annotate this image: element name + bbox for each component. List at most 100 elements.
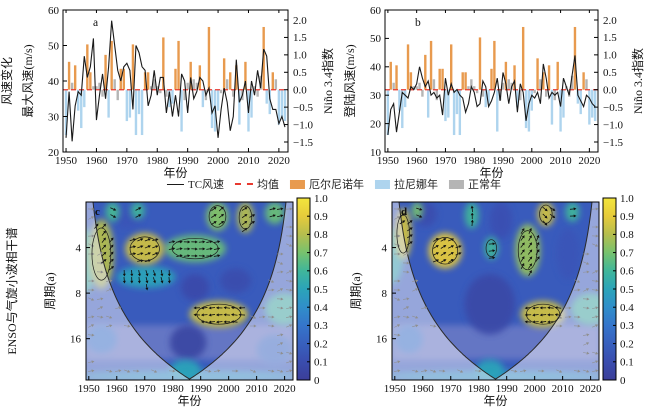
phase-arrows-outside-coi xyxy=(393,207,599,373)
svg-text:2020: 2020 xyxy=(578,155,601,167)
svg-text:−1.0: −1.0 xyxy=(603,119,623,131)
svg-text:−0.5: −0.5 xyxy=(293,102,313,114)
panel-letter: a xyxy=(93,17,98,29)
coi-curve xyxy=(92,202,287,380)
legend-item-normal: 正常年 xyxy=(449,176,501,192)
y-axis-outer-label: ENSO与气旋小波相干谱 xyxy=(4,227,19,354)
svg-text:16: 16 xyxy=(70,333,82,345)
legend-label: 正常年 xyxy=(468,179,502,191)
wavelet-heatmap xyxy=(86,202,293,380)
colorbar-tick: 0.2 xyxy=(620,338,634,350)
tc-wind-line xyxy=(65,20,286,142)
legend-label: 厄尔尼诺年 xyxy=(309,179,365,191)
panel-letter: b xyxy=(415,17,421,29)
x-axis-label: 年份 xyxy=(177,394,201,408)
svg-text:−1.5: −1.5 xyxy=(293,137,313,149)
svg-text:1950: 1950 xyxy=(377,155,400,167)
panel-c: 4 8 16 1950 1960 1970 1980 1990 2000 2010 2020 年份 周期… xyxy=(4,193,328,408)
svg-text:1970: 1970 xyxy=(116,155,139,167)
tc-wind-line-sample xyxy=(166,183,184,185)
svg-text:1960: 1960 xyxy=(406,155,429,167)
y-axis-label: 周期(a) xyxy=(349,272,363,309)
svg-text:1950: 1950 xyxy=(384,383,407,395)
svg-text:1990: 1990 xyxy=(177,155,200,167)
svg-text:2010: 2010 xyxy=(550,155,573,167)
svg-text:30: 30 xyxy=(370,90,382,102)
svg-text:1990: 1990 xyxy=(190,383,213,395)
svg-text:1980: 1980 xyxy=(468,383,491,395)
svg-text:10: 10 xyxy=(370,147,382,159)
svg-text:4: 4 xyxy=(382,242,388,254)
svg-text:2.0: 2.0 xyxy=(603,15,617,27)
svg-text:1990: 1990 xyxy=(492,155,515,167)
nino-bars xyxy=(64,26,287,136)
legend-item-lanina: 拉尼娜年 xyxy=(375,176,438,192)
panel-a: 20 30 40 50 60 2.0 1.5 1.0 0.5 0.0 −0.5 −1.0 −1.5 195… xyxy=(0,5,335,180)
legend-item-elnino: 厄尔尼诺年 xyxy=(290,176,364,192)
svg-text:40: 40 xyxy=(48,76,60,88)
colorbar-tick: 0.6 xyxy=(620,266,634,278)
svg-text:1.0: 1.0 xyxy=(603,50,617,62)
legend-label: 拉尼娜年 xyxy=(394,179,439,191)
svg-text:1.5: 1.5 xyxy=(603,32,617,44)
svg-text:8: 8 xyxy=(382,288,388,300)
svg-text:2020: 2020 xyxy=(274,383,297,395)
svg-text:1970: 1970 xyxy=(440,383,463,395)
y-axis-label-left: 登陆风速(m/s) xyxy=(342,44,357,117)
colorbar: 1.0 0.9 0.8 0.7 0.6 0.5 0.4 0.3 0.2 0.1 0 xyxy=(602,193,634,387)
svg-text:2000: 2000 xyxy=(524,383,547,395)
svg-text:1960: 1960 xyxy=(85,155,108,167)
svg-text:20: 20 xyxy=(370,118,382,130)
svg-text:40: 40 xyxy=(370,62,382,74)
colorbar: 1.0 0.9 0.8 0.7 0.6 0.5 0.4 0.3 0.2 0.1 0 xyxy=(296,193,328,387)
svg-text:1970: 1970 xyxy=(434,155,457,167)
colorbar-tick: 0.9 xyxy=(314,211,328,223)
colorbar-tick: 0.8 xyxy=(314,229,328,241)
x-axis-label: 年份 xyxy=(483,394,507,408)
svg-text:2010: 2010 xyxy=(237,155,260,167)
svg-text:2020: 2020 xyxy=(268,155,291,167)
svg-text:60: 60 xyxy=(370,5,382,17)
legend-item-tc-wind: TC风速 xyxy=(166,176,225,192)
axes: 10 20 30 40 50 60 2.0 1.5 1.0 0.5 0.0 −0.5 −1.0 −1.5 1… xyxy=(370,5,623,180)
legend-label: 均值 xyxy=(257,179,280,191)
colorbar-tick: 0 xyxy=(620,375,626,387)
svg-text:−1.5: −1.5 xyxy=(603,137,623,149)
svg-text:1950: 1950 xyxy=(78,383,101,395)
legend-label: TC风速 xyxy=(187,179,225,191)
svg-text:1980: 1980 xyxy=(463,155,486,167)
y-axis-label: 周期(a) xyxy=(43,272,57,309)
svg-text:2010: 2010 xyxy=(552,383,575,395)
colorbar-tick: 0.7 xyxy=(314,247,328,259)
panel-letter: d xyxy=(401,206,407,218)
y-axis-label-right: Niño 3.4指数 xyxy=(630,48,645,114)
panel-d: 4 8 16 1950 1960 1970 1980 1990 2000 2010 2020 年份 周期… xyxy=(349,193,634,408)
legend: TC风速 均值 厄尔尼诺年 拉尼娜年 正常年 xyxy=(166,176,501,192)
colorbar-tick: 0.1 xyxy=(620,357,634,369)
svg-text:2000: 2000 xyxy=(218,383,241,395)
colorbar-tick: 0 xyxy=(314,375,320,387)
colorbar-tick: 0.3 xyxy=(620,320,634,332)
y-axis-outer-label: 风速变化 xyxy=(0,57,14,105)
panel-b: 10 20 30 40 50 60 2.0 1.5 1.0 0.5 0.0 −0.5 −1.0 −1.5 1… xyxy=(342,5,645,180)
colorbar-tick: 0.6 xyxy=(314,266,328,278)
svg-text:2.0: 2.0 xyxy=(293,15,307,27)
axes: 20 30 40 50 60 2.0 1.5 1.0 0.5 0.0 −0.5 −1.0 −1.5 195… xyxy=(48,5,313,180)
svg-text:60: 60 xyxy=(48,5,60,17)
colorbar-tick: 0.9 xyxy=(620,211,634,223)
legend-item-mean: 均值 xyxy=(235,176,279,192)
axes: 4 8 16 1950 1960 1970 1980 1990 2000 2010 2020 年份 xyxy=(376,242,602,408)
x-axis-label: 年份 xyxy=(479,166,503,180)
svg-text:0.0: 0.0 xyxy=(603,85,617,97)
svg-text:0.5: 0.5 xyxy=(293,67,307,79)
svg-text:1.0: 1.0 xyxy=(293,50,307,62)
panel-letter: c xyxy=(95,206,100,218)
svg-text:−0.5: −0.5 xyxy=(603,102,623,114)
colorbar-tick: 0.4 xyxy=(314,302,328,314)
svg-text:1.5: 1.5 xyxy=(293,32,307,44)
mean-line-sample xyxy=(235,183,254,185)
svg-text:0.5: 0.5 xyxy=(603,67,617,79)
axes: 4 8 16 1950 1960 1970 1980 1990 2000 2010 2020 年份 xyxy=(70,242,296,408)
